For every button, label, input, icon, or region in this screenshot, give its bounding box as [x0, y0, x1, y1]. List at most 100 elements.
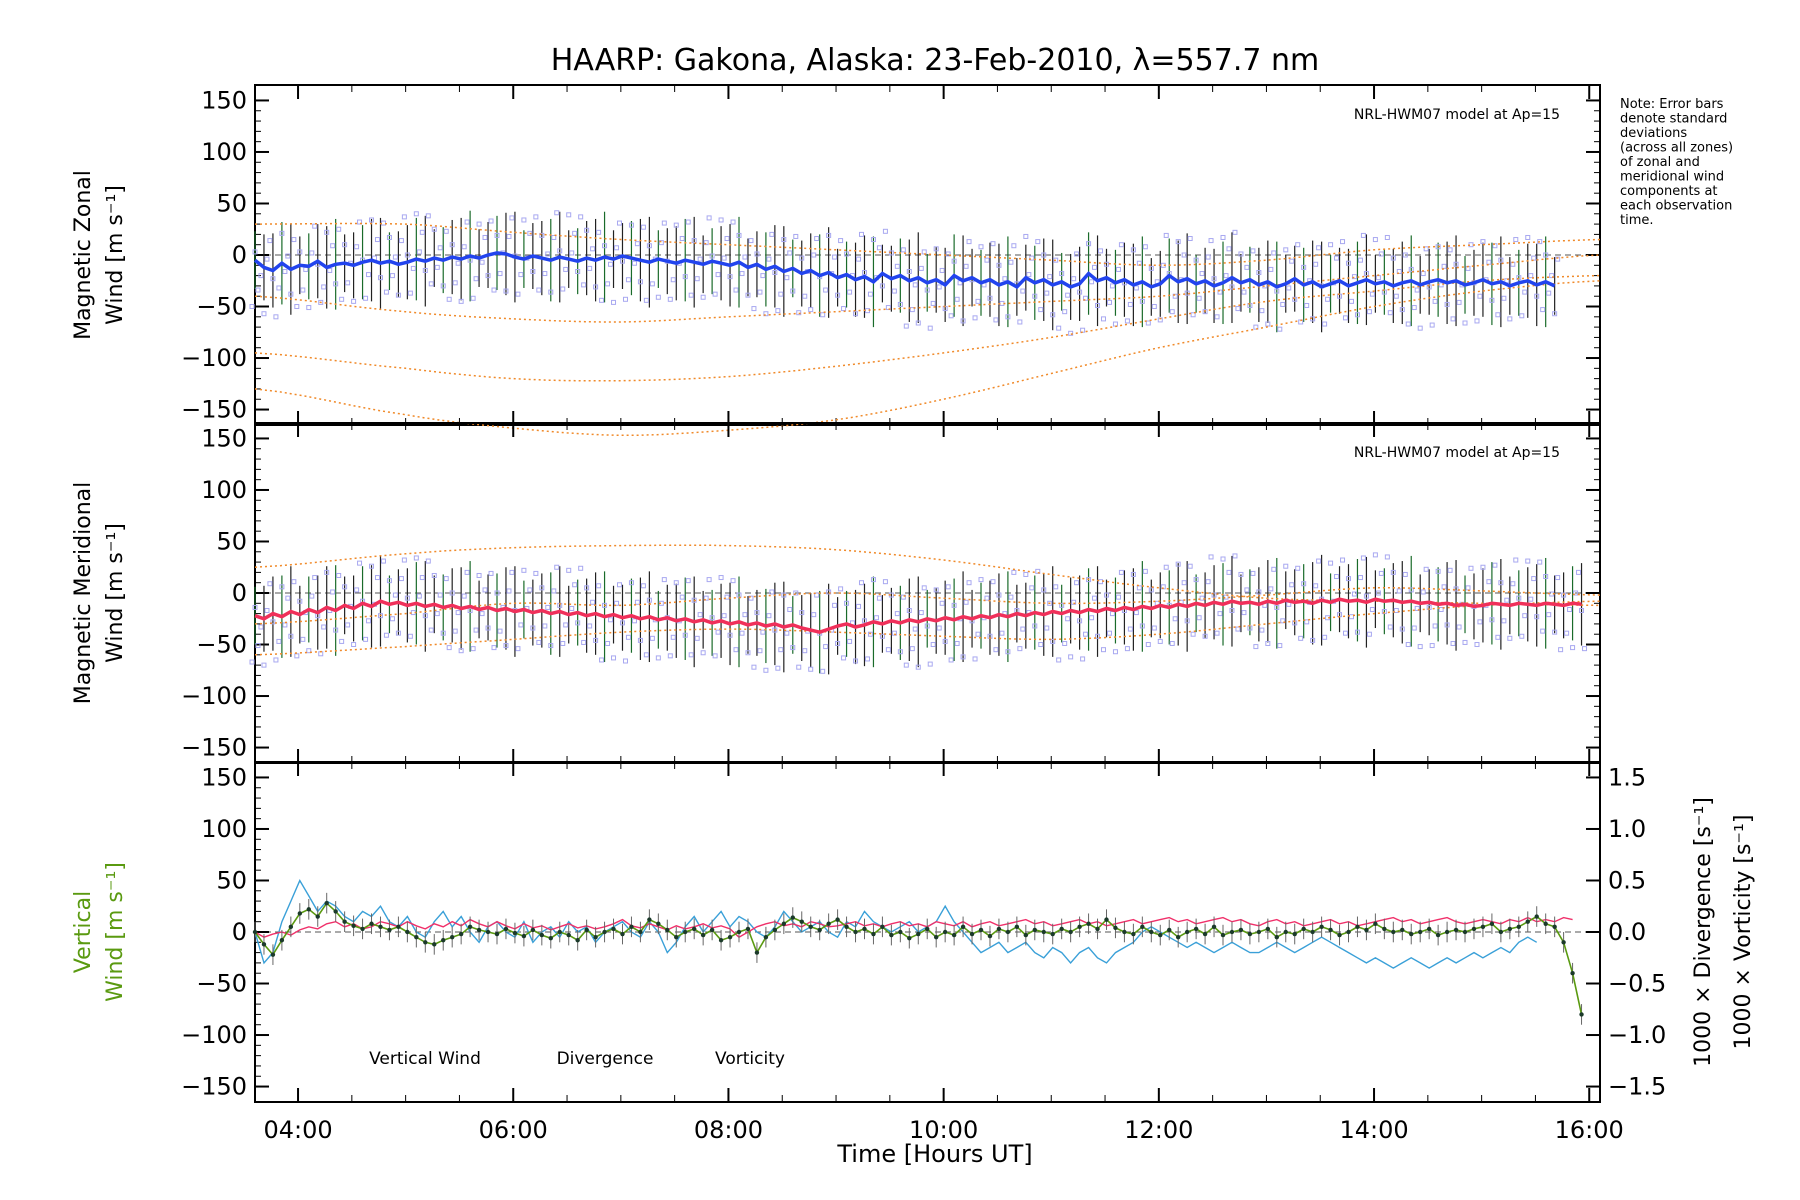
vertical-wind-point — [790, 915, 795, 920]
sample-marker — [267, 238, 273, 244]
sample-marker — [1561, 592, 1567, 598]
sample-marker — [1238, 251, 1244, 257]
vertical-wind-point — [1167, 927, 1172, 933]
vertical-wind-point — [647, 917, 652, 922]
sample-marker — [939, 600, 945, 606]
sample-marker — [978, 577, 984, 583]
sample-marker — [1259, 308, 1265, 314]
sample-marker — [1217, 289, 1223, 295]
sample-marker — [1474, 642, 1480, 648]
vertical-wind-point — [1516, 924, 1521, 930]
sample-marker — [1092, 264, 1098, 270]
sample-marker — [1062, 309, 1068, 315]
sample-marker — [321, 284, 327, 290]
vertical-wind-point — [1005, 929, 1011, 935]
vertical-wind-point — [826, 921, 831, 926]
sample-marker — [255, 287, 261, 293]
sample-marker — [841, 306, 847, 312]
vertical-wind-point — [1382, 926, 1387, 932]
y-tick-label: −150 — [181, 1073, 247, 1101]
sample-marker — [401, 214, 407, 220]
sample-marker — [1041, 587, 1047, 593]
sample-marker — [799, 610, 805, 616]
sample-marker — [261, 662, 267, 668]
sample-marker — [422, 613, 428, 619]
sample-marker — [814, 236, 820, 242]
sample-marker — [386, 578, 392, 584]
sample-marker — [1187, 236, 1193, 242]
sample-marker — [1026, 272, 1032, 278]
vertical-wind-point — [530, 927, 536, 933]
sample-marker — [563, 266, 569, 272]
sample-marker — [811, 612, 817, 618]
sample-marker — [1351, 274, 1357, 280]
sample-marker — [1396, 588, 1402, 594]
chart-title: HAARP: Gakona, Alaska: 23-Feb-2010, λ=55… — [551, 43, 1319, 78]
vertical-wind-point — [1256, 929, 1262, 935]
sample-marker — [1220, 234, 1226, 240]
vertical-wind-point — [288, 924, 294, 930]
note-line: deviations — [1620, 126, 1687, 141]
sample-marker — [703, 595, 709, 601]
sample-marker — [990, 579, 996, 585]
sample-marker — [1450, 640, 1456, 646]
sample-marker — [679, 594, 685, 600]
sample-marker — [542, 623, 548, 629]
vertical-wind-point — [1310, 929, 1315, 935]
sample-marker — [431, 572, 437, 578]
sample-marker — [366, 618, 372, 624]
sample-marker — [616, 220, 622, 226]
sample-marker — [1032, 623, 1038, 629]
sample-marker — [509, 215, 515, 221]
sample-marker — [673, 222, 679, 228]
sample-marker — [1328, 242, 1334, 248]
sample-marker — [1238, 571, 1244, 577]
y-axis-label: Magnetic Meridional Wind [m s⁻¹] — [71, 482, 128, 704]
sample-marker — [793, 590, 799, 596]
vertical-wind-point — [1238, 927, 1244, 933]
note-line: each observation — [1620, 199, 1732, 214]
sample-marker — [628, 580, 634, 586]
sample-marker — [1187, 563, 1193, 569]
sample-marker — [392, 592, 398, 598]
sample-marker — [318, 299, 324, 305]
sample-marker — [1136, 585, 1142, 591]
vertical-wind-point — [665, 927, 670, 933]
sample-marker — [1169, 309, 1175, 315]
sample-marker — [1118, 242, 1124, 248]
sample-marker — [374, 237, 380, 243]
x-tick-label: 14:00 — [1339, 1116, 1408, 1144]
vertical-wind-point — [1158, 932, 1163, 938]
sample-marker — [637, 637, 643, 643]
y-axis-label-line: Magnetic Zonal — [71, 170, 96, 340]
sample-marker — [1250, 570, 1256, 576]
sample-marker — [691, 597, 697, 603]
vertical-wind-point — [1086, 921, 1091, 926]
sample-marker — [1256, 270, 1262, 276]
y-tick-label: −100 — [181, 344, 247, 372]
sample-marker — [590, 246, 596, 252]
sample-marker — [497, 271, 503, 277]
sample-marker — [264, 256, 270, 262]
sample-marker — [1540, 628, 1546, 634]
sample-marker — [766, 256, 772, 262]
sample-marker — [811, 252, 817, 258]
sample-marker — [1151, 304, 1157, 310]
sample-marker — [1537, 559, 1543, 565]
sample-marker — [1181, 252, 1187, 258]
sample-marker — [667, 653, 673, 659]
sample-marker — [1190, 631, 1196, 637]
x-tick-label: 12:00 — [1124, 1116, 1193, 1144]
sample-marker — [1378, 251, 1384, 257]
vertical-wind-point — [889, 932, 894, 938]
sample-marker — [861, 270, 867, 276]
sample-marker — [763, 311, 769, 317]
y-tick-label: 150 — [201, 86, 247, 114]
sample-marker — [1522, 613, 1528, 619]
sample-marker — [882, 579, 888, 585]
vertical-wind-point — [1552, 924, 1557, 930]
y-axis-label: Vertical Wind [m s⁻¹] — [71, 862, 128, 1002]
sample-marker — [730, 578, 736, 584]
sample-marker — [1522, 289, 1528, 295]
sample-marker — [691, 238, 697, 244]
